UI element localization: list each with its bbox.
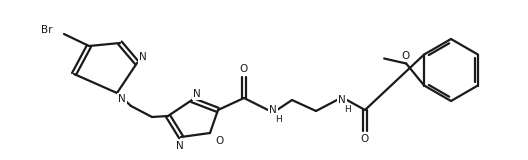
Text: N: N — [193, 89, 201, 99]
Text: Br: Br — [41, 25, 52, 35]
Text: O: O — [361, 134, 369, 144]
Text: N: N — [118, 94, 126, 104]
Text: O: O — [401, 51, 409, 60]
Text: H: H — [275, 115, 282, 124]
Text: N: N — [269, 105, 277, 115]
Text: N: N — [139, 52, 147, 62]
Text: O: O — [215, 136, 223, 146]
Text: N: N — [176, 141, 184, 151]
Text: N: N — [338, 95, 346, 105]
Text: O: O — [240, 64, 248, 74]
Text: H: H — [344, 105, 351, 114]
